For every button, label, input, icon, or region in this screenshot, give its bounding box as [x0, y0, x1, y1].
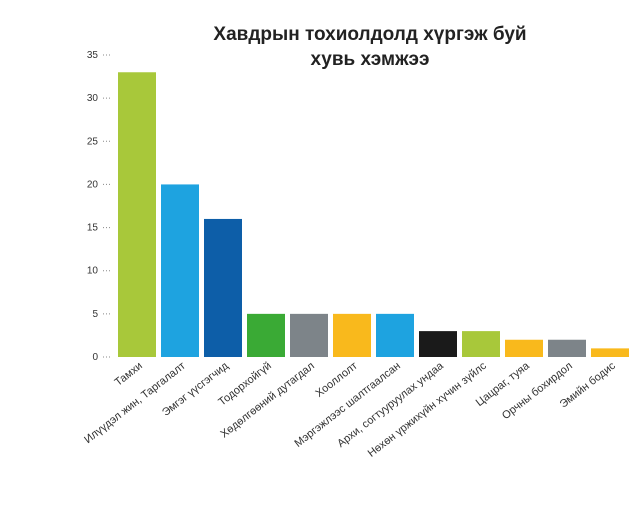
bar [118, 72, 156, 357]
y-tick-label: 30 [87, 93, 99, 104]
bar [290, 313, 328, 357]
bar [376, 313, 414, 357]
y-tick-label: 10 [87, 266, 99, 277]
chart-title: Хавдрын тохиолдолд хүргэж буй хувь хэмжэ… [213, 24, 527, 70]
y-tick-label: 20 [87, 179, 99, 190]
bar [204, 218, 242, 357]
bar [333, 313, 371, 357]
bar [462, 331, 500, 357]
bar [419, 331, 457, 357]
bar [161, 184, 199, 357]
y-tick-label: 25 [87, 136, 99, 147]
y-tick-label: 35 [87, 50, 99, 61]
bar [247, 313, 285, 357]
bar [505, 339, 543, 357]
x-tick-label: Тамхи [113, 360, 145, 389]
bar [548, 339, 586, 357]
y-tick-label: 15 [87, 223, 99, 234]
y-tick-label: 0 [92, 352, 98, 363]
y-tick-label: 5 [92, 309, 98, 320]
bar [591, 348, 629, 357]
